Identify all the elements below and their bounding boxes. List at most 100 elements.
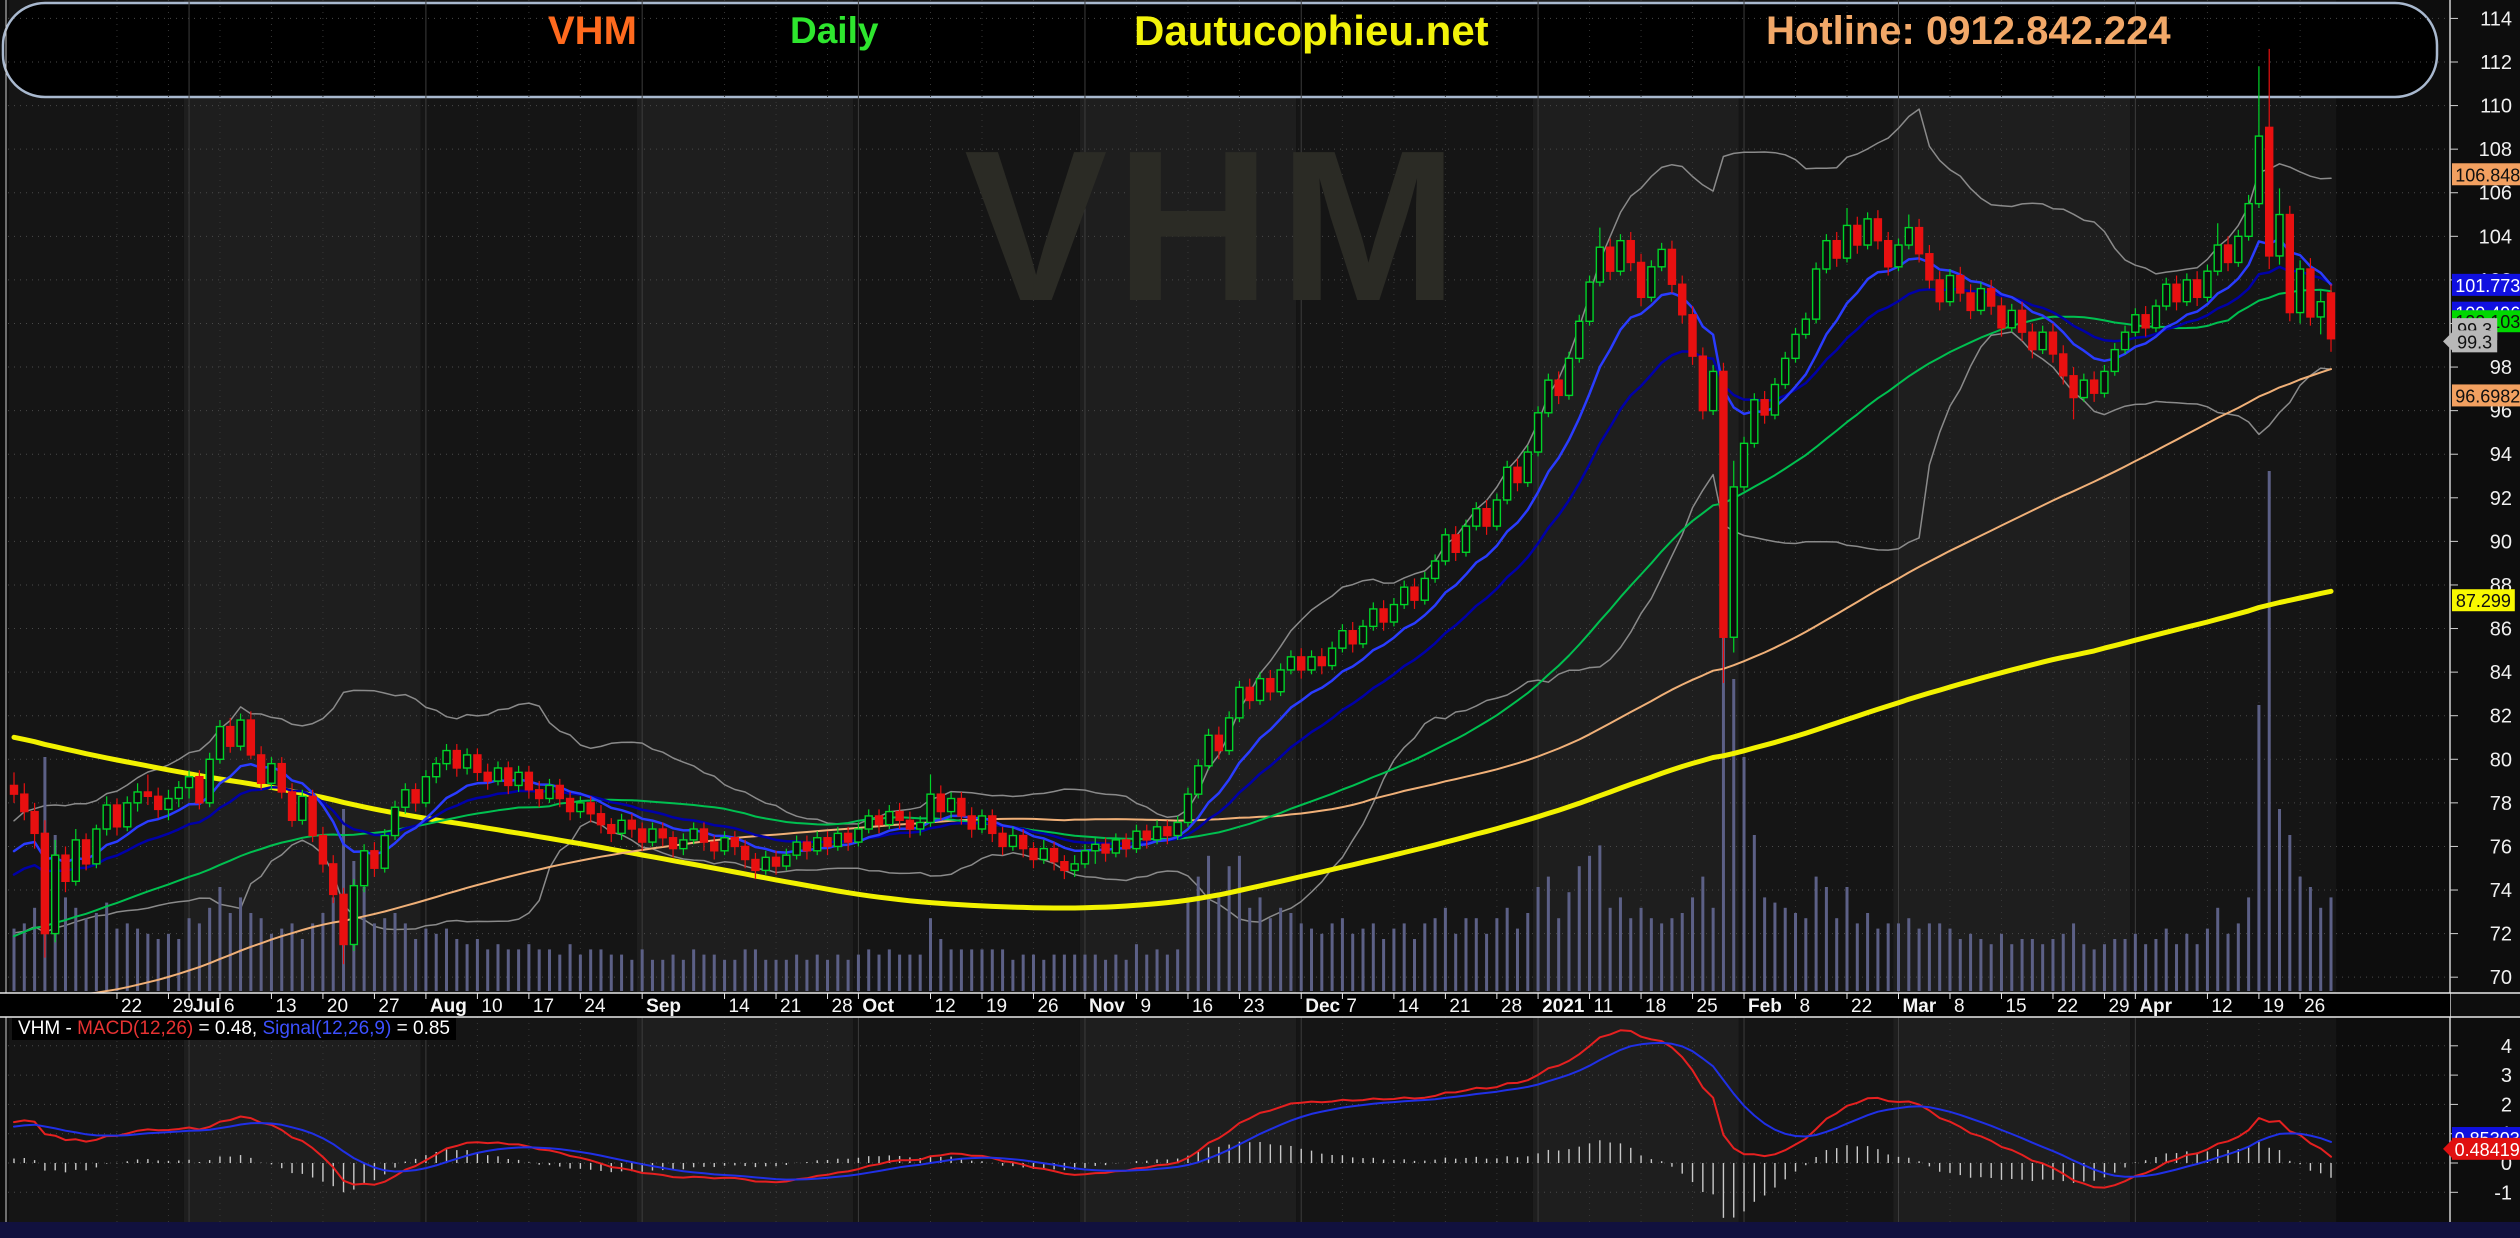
- macd-histogram: [13, 1140, 2332, 1218]
- price-axis-label: 78: [2490, 793, 2512, 815]
- price-axis-label: 110: [2480, 96, 2512, 118]
- date-axis-label: Feb: [1748, 996, 1782, 1017]
- macd-legend-part: = 0.85: [391, 1018, 450, 1039]
- date-axis-label: 23: [1243, 996, 1264, 1017]
- svg-text:0.484193: 0.484193: [2455, 1140, 2520, 1160]
- date-axis-label: Nov: [1089, 996, 1125, 1017]
- date-axis-label: 26: [2304, 996, 2325, 1017]
- candles-layer: [9, 48, 2336, 965]
- price-axis-label: 86: [2490, 619, 2512, 641]
- date-axis-label: 25: [1697, 996, 1718, 1017]
- date-axis-label: 18: [1645, 996, 1666, 1017]
- macd-line: [13, 1029, 2332, 1189]
- date-axis-label: 27: [378, 996, 399, 1017]
- price-axis-label: 84: [2490, 662, 2512, 684]
- price-axis-label: 98: [2490, 357, 2512, 379]
- axis-value-tag: 96.6982: [2452, 384, 2520, 407]
- site-brand-label: Dautucophieu.net: [1134, 7, 1489, 54]
- macd-axis-label: 4: [2501, 1036, 2512, 1058]
- header-frame: [1, 1, 2439, 99]
- price-axis-label: 76: [2490, 836, 2512, 858]
- date-axis-label: 8: [1954, 996, 1965, 1017]
- price-axis-label: 82: [2490, 706, 2512, 728]
- date-axis-label: Aug: [430, 996, 467, 1017]
- date-axis-label: 22: [2057, 996, 2078, 1017]
- price-axis-label: 72: [2490, 924, 2512, 946]
- date-axis-label: 16: [1192, 996, 1213, 1017]
- date-axis-label: 28: [832, 996, 853, 1017]
- svg-text:101.773: 101.773: [2455, 276, 2520, 296]
- axis-value-tag: 99.3: [2443, 330, 2498, 353]
- date-axis-label: Dec: [1305, 996, 1340, 1017]
- axis-value-tag: 87.299: [2452, 589, 2515, 612]
- svg-text:96.6982: 96.6982: [2455, 386, 2520, 406]
- month-stripes: [8, 0, 2337, 1222]
- bottom-status-bar: [0, 1222, 2520, 1238]
- price-axis-label: 92: [2490, 488, 2512, 510]
- date-axis-label: 9: [1140, 996, 1151, 1017]
- date-axis-label: Apr: [2139, 996, 2172, 1017]
- date-axis-label: 21: [1449, 996, 1470, 1017]
- date-axis-label: 2021: [1542, 996, 1585, 1017]
- macd-legend-part: MACD(12,26): [77, 1018, 194, 1039]
- macd-legend-part: Signal(12,26,9): [262, 1018, 392, 1039]
- price-axis-label: 74: [2490, 880, 2512, 902]
- watermark-text: VHM: [964, 105, 1466, 346]
- date-axis-label: 29: [2108, 996, 2129, 1017]
- svg-text:87.299: 87.299: [2456, 591, 2511, 611]
- overlay-sma200: [11, 588, 2334, 911]
- date-axis-label: 10: [481, 996, 502, 1017]
- overlay-sma100: [86, 368, 2332, 993]
- volume-bars: [12, 471, 2333, 991]
- price-axis-label: 114: [2480, 8, 2512, 30]
- macd-panel-layers: [13, 1029, 2332, 1218]
- date-axis-label: 24: [584, 996, 606, 1017]
- date-axis-label: 19: [986, 996, 1007, 1017]
- overlay-ema10: [12, 237, 2333, 864]
- price-axis-label: 90: [2490, 531, 2512, 553]
- date-axis-label: 29: [172, 996, 193, 1017]
- date-axis-label: 8: [1800, 996, 1811, 1017]
- date-axis-label: Jul: [193, 996, 220, 1017]
- price-axis-label: 70: [2490, 967, 2512, 989]
- macd-axis-label: 2: [2501, 1094, 2512, 1116]
- macd-axis-label: 3: [2501, 1065, 2512, 1087]
- date-axis-label: 20: [327, 996, 348, 1017]
- macd-legend-part: VHM -: [18, 1018, 78, 1039]
- price-axis-label: 104: [2479, 226, 2512, 248]
- date-axis-label: 17: [533, 996, 554, 1017]
- svg-text:99.3: 99.3: [2457, 332, 2492, 352]
- date-axis-label: 26: [1037, 996, 1058, 1017]
- date-axis-label: 19: [2263, 996, 2284, 1017]
- price-axis-label: 94: [2490, 444, 2512, 466]
- date-axis-label: Mar: [1902, 996, 1936, 1017]
- date-axis-label: 6: [224, 996, 235, 1017]
- date-axis-label: 11: [1594, 996, 1614, 1017]
- macd-signal-line: [13, 1041, 2332, 1181]
- svg-text:106.848: 106.848: [2455, 165, 2520, 185]
- price-axis-label: 112: [2480, 52, 2512, 74]
- price-axis-label: 80: [2490, 749, 2512, 771]
- date-axis-label: 13: [275, 996, 296, 1017]
- price-axis-label: 106: [2479, 183, 2512, 205]
- macd-axis-label: -1: [2494, 1182, 2512, 1204]
- date-axis-label: 14: [1398, 996, 1420, 1017]
- macd-axis-label: 0: [2501, 1153, 2512, 1175]
- date-axis-label: 21: [780, 996, 801, 1017]
- timeframe-label: Daily: [790, 10, 879, 51]
- axis-value-tag: 106.848: [2452, 163, 2520, 186]
- axis-value-tag: 101.773: [2452, 273, 2520, 296]
- hotline-label: Hotline: 0912.842.224: [1766, 9, 2171, 53]
- date-axis-label: 28: [1501, 996, 1522, 1017]
- date-axis-label: 22: [121, 996, 142, 1017]
- date-axis-label: Sep: [646, 996, 681, 1017]
- symbol-label: VHM: [548, 9, 637, 53]
- macd-legend: VHM - MACD(12,26) = 0.48, Signal(12,26,9…: [12, 1018, 456, 1040]
- bollinger-bands: [13, 108, 2332, 934]
- date-axis-label: 14: [729, 996, 751, 1017]
- axis-value-tag: 0.484193: [2443, 1137, 2520, 1160]
- date-axis-label: 7: [1346, 996, 1357, 1017]
